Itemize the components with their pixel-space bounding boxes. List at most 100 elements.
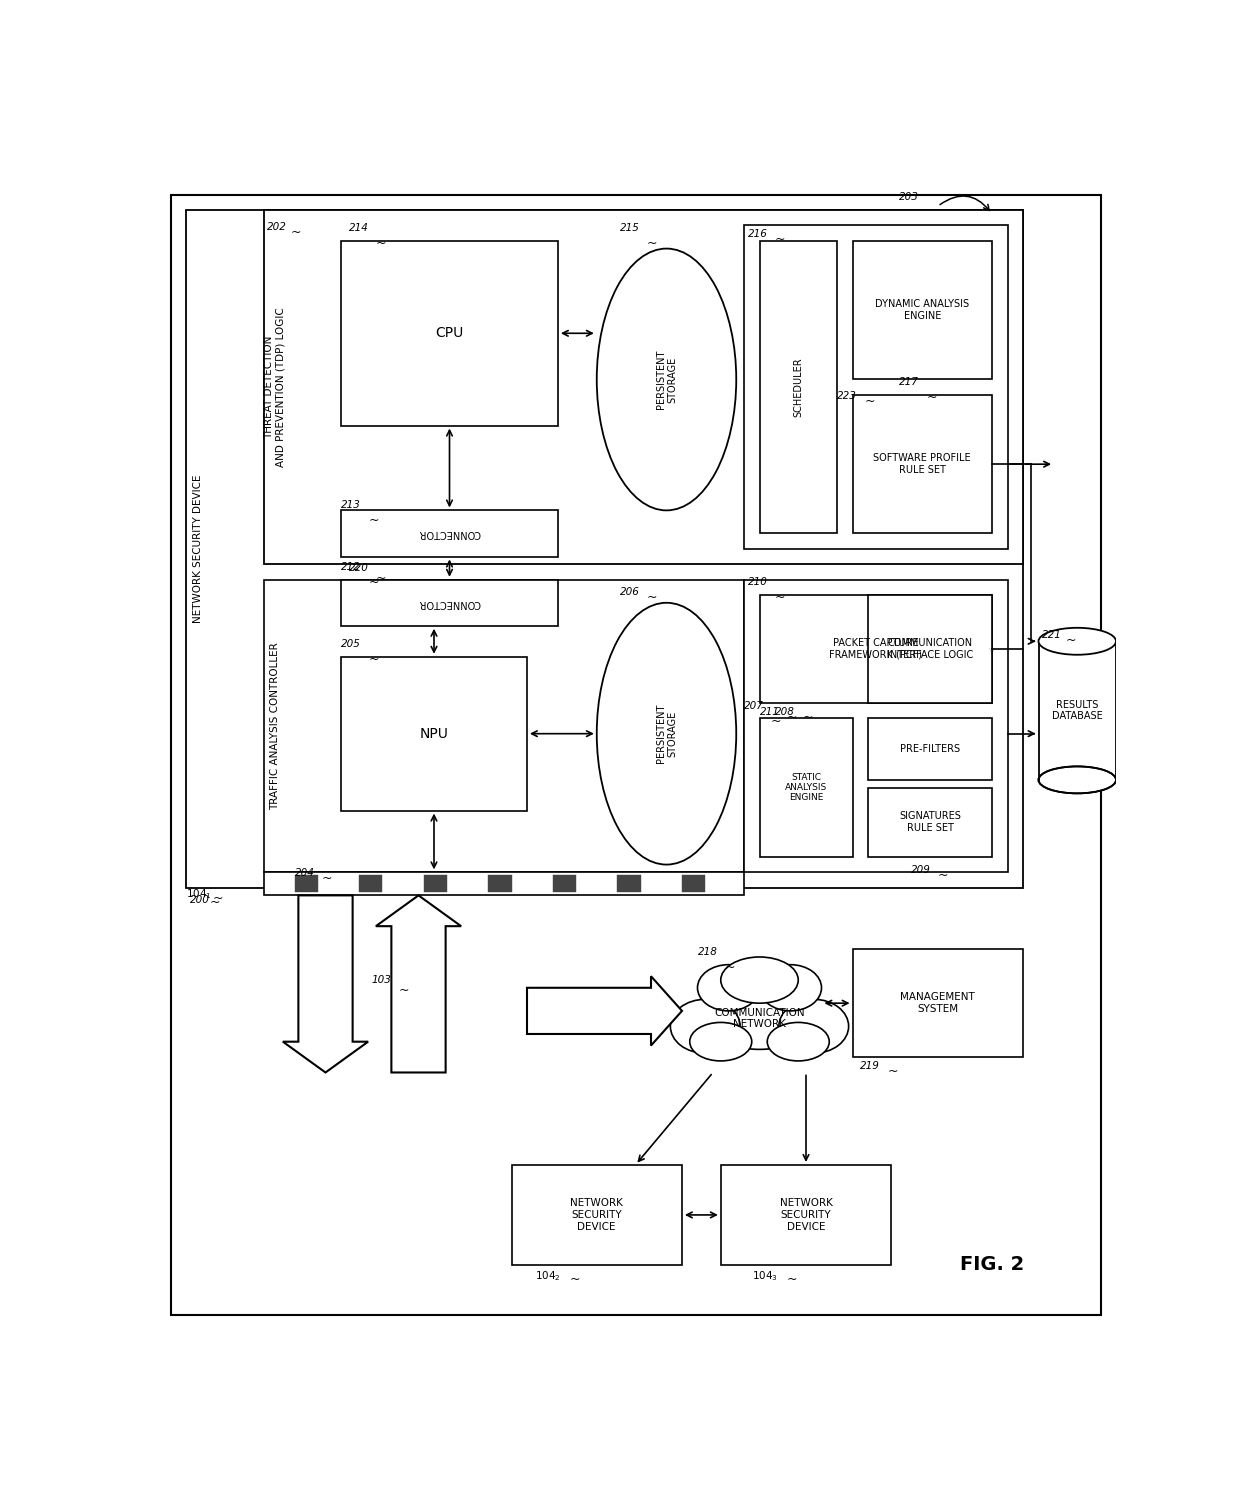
- Text: ~: ~: [775, 592, 785, 604]
- Text: TRAFFIC ANALYSIS CONTROLLER: TRAFFIC ANALYSIS CONTROLLER: [270, 642, 280, 810]
- Text: COMMUNICATION
NETWORK: COMMUNICATION NETWORK: [714, 1008, 805, 1029]
- Bar: [263, 211, 1023, 565]
- Text: CONNECTOR: CONNECTOR: [418, 598, 481, 608]
- Bar: [263, 580, 744, 872]
- Bar: [360, 875, 382, 892]
- Text: PACKET CAPTURE
FRAMEWORK (PCF): PACKET CAPTURE FRAMEWORK (PCF): [830, 638, 923, 660]
- Text: NETWORK
SECURITY
DEVICE: NETWORK SECURITY DEVICE: [570, 1198, 624, 1231]
- Bar: [424, 875, 446, 892]
- Bar: [868, 787, 992, 858]
- Text: ~: ~: [888, 1065, 898, 1077]
- Text: 202: 202: [268, 221, 288, 232]
- Bar: [759, 241, 837, 533]
- Bar: [853, 394, 992, 533]
- Bar: [186, 211, 1023, 887]
- Text: FIG. 2: FIG. 2: [960, 1255, 1024, 1274]
- Text: 206: 206: [620, 587, 640, 598]
- Text: ~: ~: [376, 572, 387, 586]
- FancyArrow shape: [376, 895, 461, 1073]
- Text: NETWORK
SECURITY
DEVICE: NETWORK SECURITY DEVICE: [780, 1198, 832, 1231]
- Bar: [341, 511, 558, 557]
- Text: 103: 103: [372, 976, 392, 985]
- Bar: [720, 1165, 892, 1265]
- Text: NPU: NPU: [419, 726, 449, 741]
- Ellipse shape: [1039, 627, 1116, 654]
- Text: ~: ~: [210, 895, 219, 908]
- Text: $104_1$: $104_1$: [186, 887, 212, 901]
- Text: 223: 223: [837, 391, 857, 400]
- Text: 213: 213: [341, 500, 361, 511]
- Text: ~: ~: [376, 238, 387, 249]
- Text: $104_2$: $104_2$: [534, 1268, 560, 1283]
- Bar: [759, 595, 992, 702]
- Text: $104_3$: $104_3$: [751, 1268, 777, 1283]
- Ellipse shape: [768, 1022, 830, 1061]
- Text: ~: ~: [368, 575, 378, 589]
- Text: COMMUNICATION
INTERFACE LOGIC: COMMUNICATION INTERFACE LOGIC: [887, 638, 973, 660]
- Text: ~: ~: [569, 1273, 580, 1286]
- Text: SIGNATURES
RULE SET: SIGNATURES RULE SET: [899, 811, 961, 834]
- Bar: [489, 875, 511, 892]
- Bar: [682, 875, 706, 892]
- Bar: [295, 875, 317, 892]
- Text: 200: 200: [190, 895, 210, 905]
- Bar: [511, 1165, 682, 1265]
- Text: 221: 221: [1043, 630, 1063, 639]
- Text: PERSISTENT
STORAGE: PERSISTENT STORAGE: [656, 704, 677, 763]
- Ellipse shape: [596, 248, 737, 511]
- Text: ~: ~: [786, 711, 797, 723]
- Text: STATIC
ANALYSIS
ENGINE: STATIC ANALYSIS ENGINE: [785, 772, 827, 802]
- Text: ~: ~: [368, 514, 378, 527]
- Text: THREAT DETECTION
AND PREVENTION (TDP) LOGIC: THREAT DETECTION AND PREVENTION (TDP) LO…: [264, 308, 286, 468]
- Text: NETWORK SECURITY DEVICE: NETWORK SECURITY DEVICE: [192, 475, 202, 623]
- Text: ~: ~: [775, 233, 785, 247]
- Bar: [759, 719, 853, 858]
- Bar: [263, 872, 744, 895]
- Bar: [868, 595, 992, 702]
- Bar: [341, 241, 558, 426]
- Text: 218: 218: [697, 947, 718, 958]
- Bar: [744, 580, 1007, 872]
- Text: MANAGEMENT
SYSTEM: MANAGEMENT SYSTEM: [900, 992, 975, 1014]
- Text: CONNECTOR: CONNECTOR: [418, 529, 481, 538]
- Ellipse shape: [779, 999, 848, 1053]
- Bar: [618, 875, 641, 892]
- Text: ~: ~: [321, 872, 332, 886]
- Ellipse shape: [1039, 766, 1116, 793]
- Text: ~: ~: [647, 238, 657, 249]
- Text: ~: ~: [1065, 633, 1076, 647]
- Text: PERSISTENT
STORAGE: PERSISTENT STORAGE: [656, 350, 677, 409]
- FancyArrow shape: [283, 895, 368, 1073]
- Text: 215: 215: [620, 223, 640, 233]
- Text: ~: ~: [802, 711, 812, 723]
- Text: PRE-FILTERS: PRE-FILTERS: [900, 744, 960, 754]
- Text: DYNAMIC ANALYSIS
ENGINE: DYNAMIC ANALYSIS ENGINE: [875, 299, 970, 321]
- Ellipse shape: [720, 958, 799, 1002]
- Text: 212: 212: [341, 562, 361, 572]
- Ellipse shape: [596, 602, 737, 865]
- Ellipse shape: [689, 1022, 751, 1061]
- Text: 208: 208: [775, 707, 795, 717]
- Text: ~: ~: [937, 868, 949, 881]
- Text: ~: ~: [213, 892, 223, 904]
- Bar: [341, 580, 558, 626]
- Bar: [853, 241, 992, 379]
- Text: 203: 203: [899, 193, 919, 202]
- Text: 220: 220: [348, 563, 368, 574]
- Text: 214: 214: [348, 223, 368, 233]
- Text: ~: ~: [290, 226, 301, 239]
- Text: SCHEDULER: SCHEDULER: [794, 357, 804, 417]
- Text: 217: 217: [899, 376, 919, 387]
- Bar: [853, 949, 1023, 1058]
- Text: 211: 211: [759, 707, 780, 717]
- Text: SOFTWARE PROFILE
RULE SET: SOFTWARE PROFILE RULE SET: [873, 453, 971, 475]
- Text: ~: ~: [771, 714, 781, 728]
- Ellipse shape: [759, 965, 821, 1011]
- Text: ~: ~: [399, 985, 409, 996]
- Text: ~: ~: [926, 391, 936, 403]
- Text: ~: ~: [368, 653, 378, 666]
- FancyArrow shape: [527, 976, 682, 1046]
- Text: CPU: CPU: [435, 326, 464, 341]
- Text: ~: ~: [786, 1273, 797, 1286]
- Text: RESULTS
DATABASE: RESULTS DATABASE: [1052, 699, 1102, 722]
